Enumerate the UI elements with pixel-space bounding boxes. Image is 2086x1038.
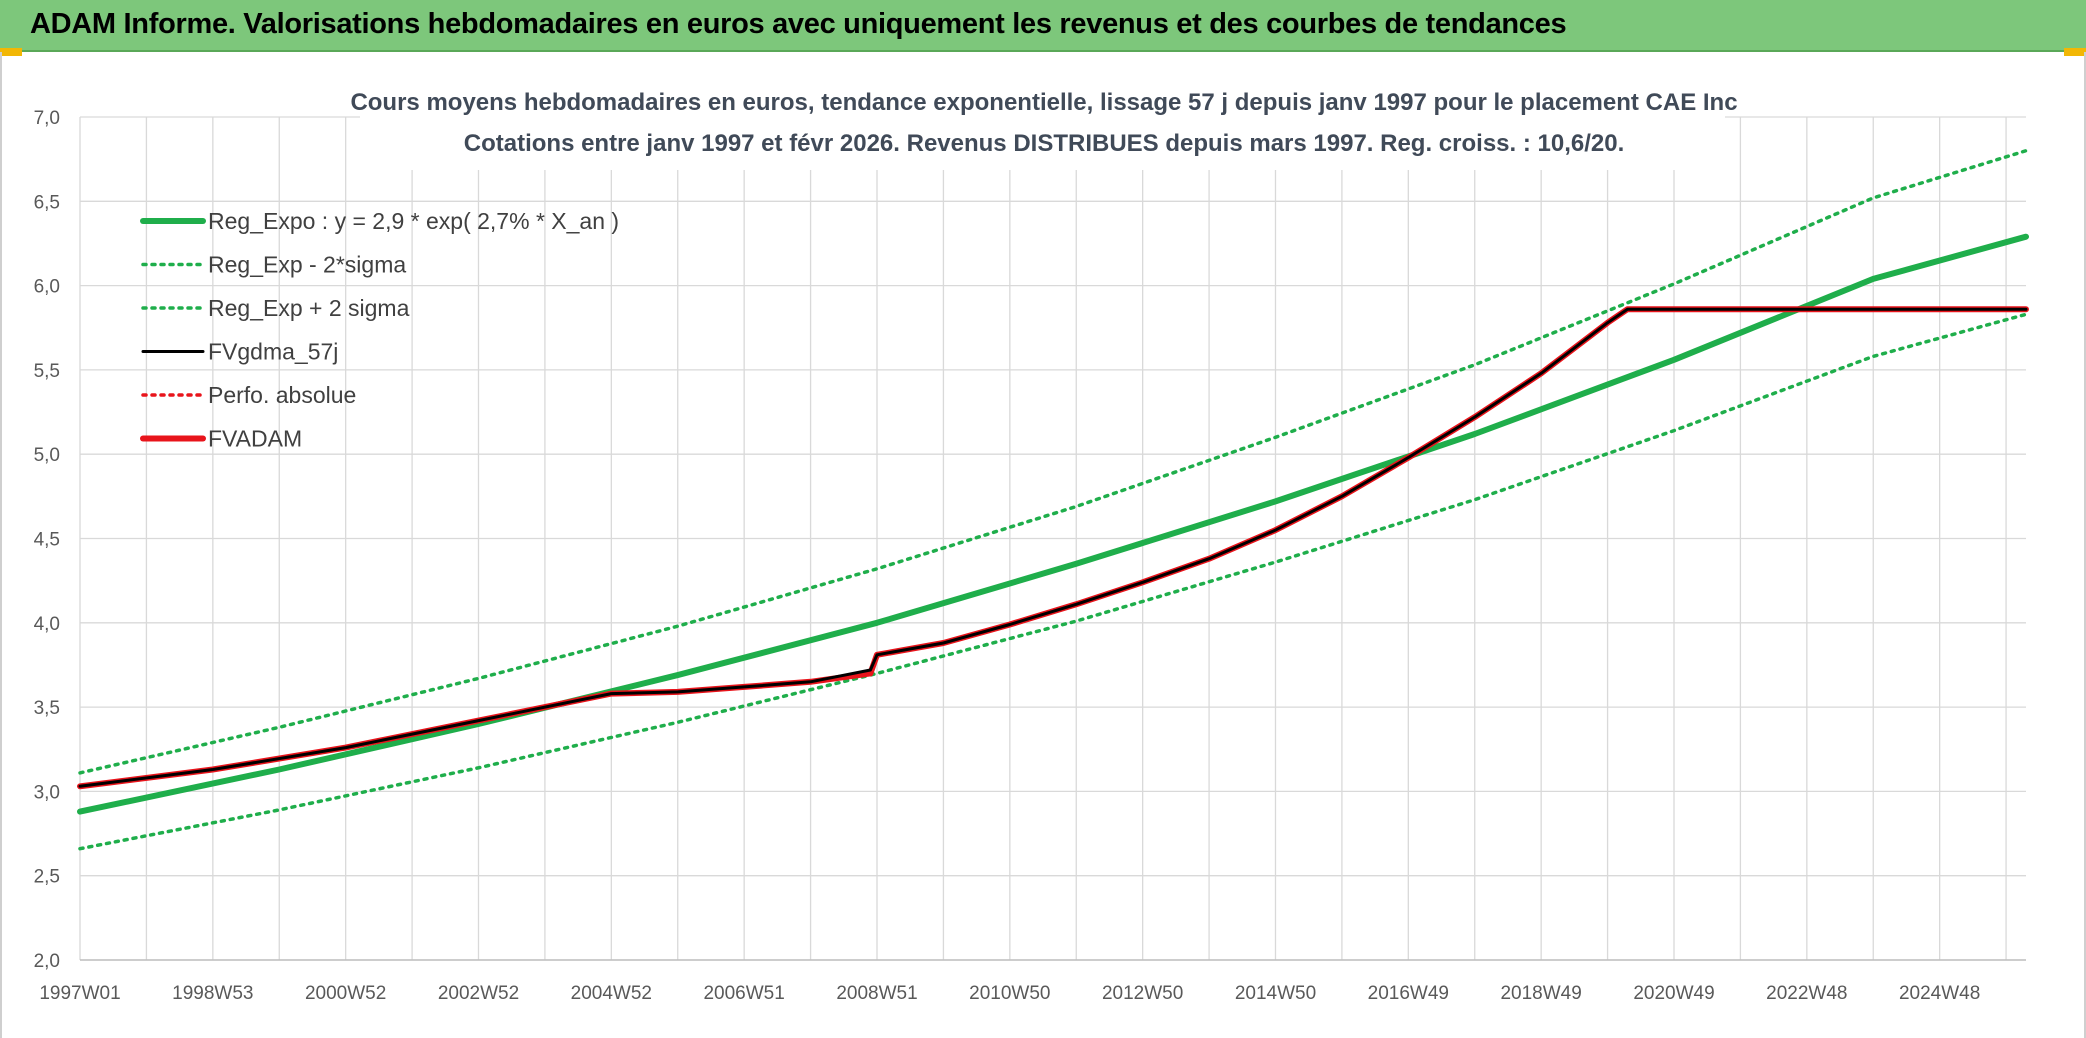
- x-tick-label: 2008W51: [836, 983, 917, 1004]
- y-tick-label: 6,0: [34, 277, 60, 298]
- legend: Reg_Expo : y = 2,9 * exp( 2,7% * X_an ) R…: [140, 208, 619, 452]
- y-tick-label: 2,5: [34, 867, 60, 888]
- legend-label: FVADAM: [208, 426, 302, 452]
- legend-label: FVgdma_57j: [208, 339, 338, 365]
- legend-label: Reg_Exp + 2 sigma: [208, 295, 410, 321]
- x-tick-label: 2002W52: [438, 983, 519, 1004]
- y-tick-label: 5,0: [34, 445, 60, 466]
- x-tick-label: 2006W51: [703, 983, 784, 1004]
- x-tick-label: 2010W50: [969, 983, 1050, 1004]
- chart-frame: [0, 52, 2086, 1038]
- legend-label: Reg_Exp - 2*sigma: [208, 252, 406, 278]
- x-tick-label: 2014W50: [1235, 983, 1316, 1004]
- y-tick-label: 3,5: [34, 698, 60, 719]
- legend-label: Reg_Expo : y = 2,9 * exp( 2,7% * X_an ): [208, 208, 619, 234]
- series-line-2: [78, 148, 2028, 775]
- corner-marker-left: [0, 48, 22, 56]
- chart-subtitle: Cotations entre janv 1997 et févr 2026. …: [464, 130, 1625, 157]
- series-lines: [77, 148, 2029, 851]
- x-tick-label: 2024W48: [1899, 983, 1980, 1004]
- y-tick-label: 4,0: [34, 614, 60, 635]
- y-tick-label: 4,5: [34, 530, 60, 551]
- y-tick-label: 3,0: [34, 782, 60, 803]
- x-tick-label: 2012W50: [1102, 983, 1183, 1004]
- x-tick-label: 2004W52: [571, 983, 652, 1004]
- series-line-0: [77, 233, 2029, 815]
- x-tick-label: 2020W49: [1633, 983, 1714, 1004]
- y-tick-label: 5,5: [34, 361, 60, 382]
- series-line-1: [78, 312, 2028, 851]
- y-tick-label: 6,5: [34, 192, 60, 213]
- series-line-5: [77, 306, 2029, 790]
- title-banner: ADAM Informe. Valorisations hebdomadaire…: [0, 0, 2086, 52]
- axis-labels: 2,0 2,5 3,0 3,5 4,0 4,5 5,0 5,5 6,0 6,5 7,0 1997W01…: [34, 108, 1981, 1004]
- corner-marker-right: [2064, 48, 2086, 56]
- series-line-3: [78, 307, 2028, 788]
- x-tick-label: 1998W53: [172, 983, 253, 1004]
- grid-lines: [79, 116, 2026, 961]
- y-tick-label: 7,0: [34, 108, 60, 129]
- x-tick-label: 2018W49: [1500, 983, 1581, 1004]
- x-tick-label: 2022W48: [1766, 983, 1847, 1004]
- x-tick-label: 2000W52: [305, 983, 386, 1004]
- y-tick-label: 2,0: [34, 951, 60, 972]
- x-tick-label: 2016W49: [1368, 983, 1449, 1004]
- chart-title: Cours moyens hebdomadaires en euros, ten…: [350, 89, 1737, 116]
- x-tick-label: 1997W01: [39, 983, 120, 1004]
- page-title: ADAM Informe. Valorisations hebdomadaire…: [30, 8, 1567, 40]
- legend-label: Perfo. absolue: [208, 382, 356, 408]
- title-background: [360, 82, 1725, 170]
